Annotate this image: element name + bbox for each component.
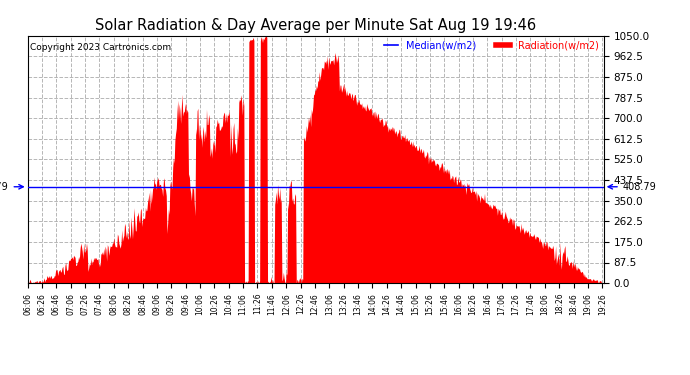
Text: 408.79: 408.79 xyxy=(0,182,23,192)
Title: Solar Radiation & Day Average per Minute Sat Aug 19 19:46: Solar Radiation & Day Average per Minute… xyxy=(95,18,536,33)
Text: Copyright 2023 Cartronics.com: Copyright 2023 Cartronics.com xyxy=(30,43,172,52)
Text: 408.79: 408.79 xyxy=(608,182,656,192)
Legend: Median(w/m2), Radiation(w/m2): Median(w/m2), Radiation(w/m2) xyxy=(380,37,603,54)
